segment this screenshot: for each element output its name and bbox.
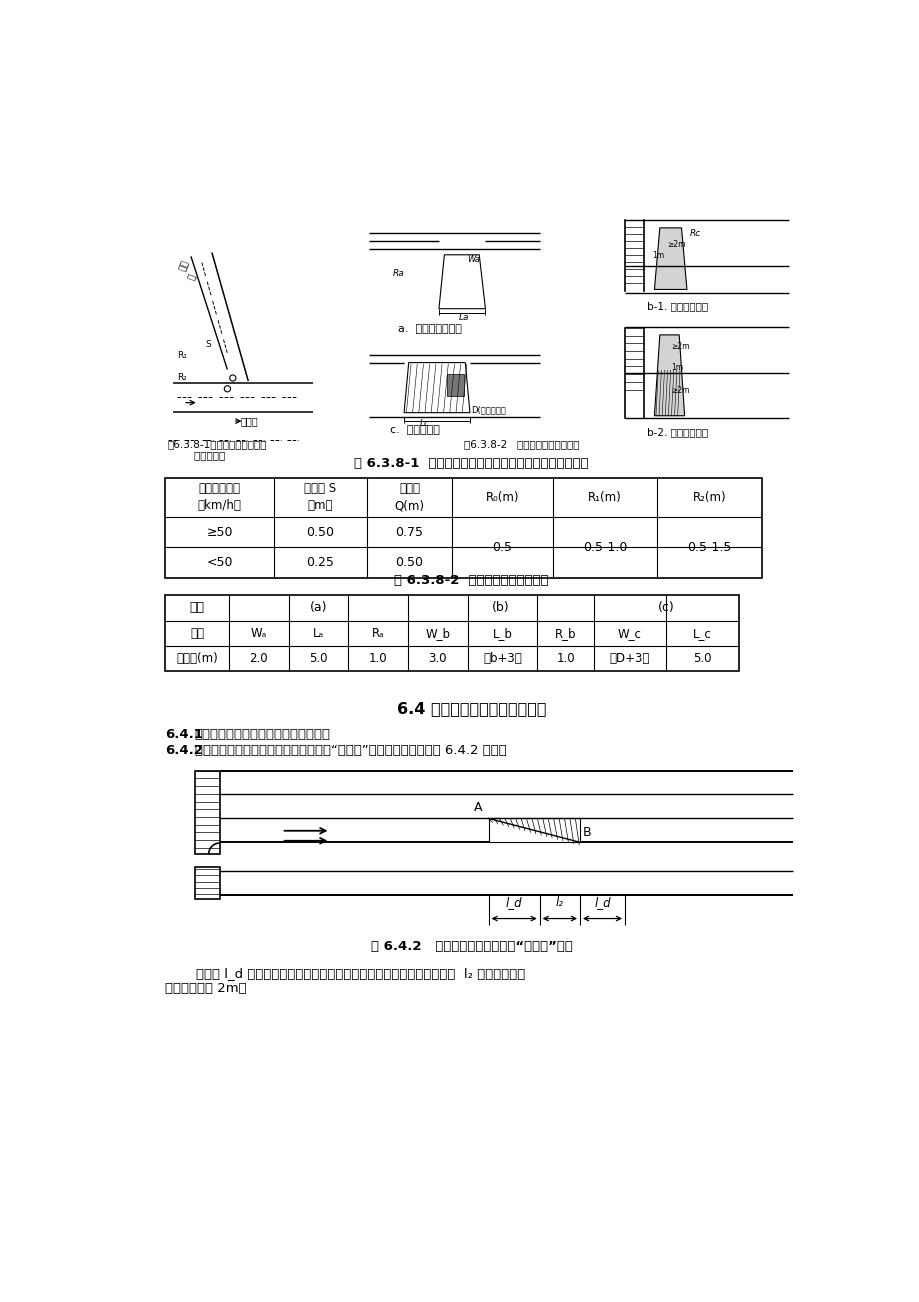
Text: l_d: l_d	[594, 896, 610, 909]
Text: 最小値(m): 最小値(m)	[176, 652, 218, 665]
Text: (a): (a)	[310, 602, 327, 615]
Text: Ra: Ra	[392, 268, 403, 277]
Text: 偏移距 S
（m）: 偏移距 S （m）	[304, 482, 336, 513]
Bar	[447, 374, 463, 396]
Polygon shape	[403, 362, 470, 413]
Text: 1m: 1m	[671, 363, 683, 372]
Text: Lₐ: Lₐ	[312, 626, 323, 639]
Text: ≥2m: ≥2m	[671, 387, 689, 396]
Text: 设计行车速度
（km/h）: 设计行车速度 （km/h）	[198, 482, 242, 513]
Text: (b): (b)	[492, 602, 509, 615]
Text: 0.5: 0.5	[492, 540, 512, 553]
Text: 0.50: 0.50	[395, 556, 423, 569]
Text: R₀(m): R₀(m)	[485, 491, 518, 504]
Text: S: S	[205, 340, 210, 349]
Text: 5.0: 5.0	[692, 652, 711, 665]
Text: Wₐ: Wₐ	[250, 626, 267, 639]
Text: 图中的 l_d 可按照拓宽条件下确定左右转车道的渐变段长度的方法确定  l₂ 视道路空间条: 图中的 l_d 可按照拓宽条件下确定左右转车道的渐变段长度的方法确定 l₂ 视道…	[196, 967, 525, 980]
Text: 交叉口范围内应设置必要的路面标线。: 交叉口范围内应设置必要的路面标线。	[195, 728, 331, 741]
Text: 0.5-1.5: 0.5-1.5	[686, 540, 732, 553]
Text: Wa: Wa	[467, 255, 480, 264]
Polygon shape	[653, 228, 686, 289]
Bar	[165, 595, 738, 672]
Text: ≥2m: ≥2m	[671, 341, 689, 350]
Text: ≥2m: ≥2m	[666, 240, 685, 249]
Text: 图示: 图示	[189, 602, 204, 615]
Text: W_c: W_c	[618, 626, 641, 639]
Text: 2.0: 2.0	[249, 652, 267, 665]
Text: La: La	[458, 314, 469, 323]
Text: 6.4 平面交叉口标线与标示设计: 6.4 平面交叉口标线与标示设计	[396, 700, 546, 716]
Text: A: A	[473, 801, 482, 814]
Text: 图6.3.8-2   导流交通岛各部分要素: 图6.3.8-2 导流交通岛各部分要素	[463, 439, 579, 449]
Text: （b+3）: （b+3）	[482, 652, 521, 665]
Text: 内移距
Q(m): 内移距 Q(m)	[394, 482, 424, 513]
Text: R₂: R₂	[176, 372, 187, 381]
Text: a.  只分隔交通流时: a. 只分隔交通流时	[397, 324, 461, 333]
Text: 当进口道横断面中心线偏移时，应采用“过渡区”标线加以渠化，如图 6.4.2 所示。: 当进口道横断面中心线偏移时，应采用“过渡区”标线加以渠化，如图 6.4.2 所示…	[195, 743, 506, 756]
Text: Rₐ: Rₐ	[371, 626, 384, 639]
Text: Rc: Rc	[689, 229, 700, 237]
Text: 部曲线半径: 部曲线半径	[167, 450, 225, 460]
Bar	[165, 478, 761, 578]
Text: R₂(m): R₂(m)	[692, 491, 726, 504]
Text: l_d: l_d	[505, 896, 522, 909]
Text: 主干路: 主干路	[240, 417, 258, 426]
Text: 表 6.3.8-2  导流岛各要素的最小値: 表 6.3.8-2 导流岛各要素的最小値	[393, 574, 549, 587]
Text: 5.0: 5.0	[309, 652, 327, 665]
Polygon shape	[438, 255, 485, 309]
Text: 图 6.4.2   进口道中心线偏移时的“过渡区”标线: 图 6.4.2 进口道中心线偏移时的“过渡区”标线	[370, 940, 572, 953]
Text: R₁(m): R₁(m)	[587, 491, 621, 504]
Text: 1.0: 1.0	[556, 652, 574, 665]
Text: b-2. 兼作安全岛时: b-2. 兼作安全岛时	[646, 427, 707, 437]
Text: 0.25: 0.25	[306, 556, 334, 569]
Text: 0.5-1.0: 0.5-1.0	[583, 540, 627, 553]
Text: 6.4.1: 6.4.1	[165, 728, 203, 741]
Text: L_c: L_c	[692, 626, 711, 639]
Text: R₁: R₁	[176, 352, 187, 359]
Text: 图6.3.8-1偏移距、内移距及端: 图6.3.8-1偏移距、内移距及端	[167, 439, 267, 449]
Text: 0.75: 0.75	[395, 526, 423, 539]
Text: 6.4.2: 6.4.2	[165, 743, 203, 756]
Text: <50: <50	[206, 556, 233, 569]
Text: （D+3）: （D+3）	[609, 652, 650, 665]
Text: 0.50: 0.50	[306, 526, 334, 539]
Text: B: B	[582, 827, 590, 840]
Bar	[195, 771, 220, 854]
Text: W_b: W_b	[425, 626, 449, 639]
Text: 1m: 1m	[652, 251, 664, 260]
Bar	[195, 867, 220, 900]
Text: 3.0: 3.0	[428, 652, 447, 665]
Text: l₂: l₂	[555, 896, 563, 909]
Text: (c): (c)	[657, 602, 674, 615]
Text: D(设施宽度）: D(设施宽度）	[471, 405, 505, 414]
Text: c.  设置设施时: c. 设置设施时	[390, 426, 439, 435]
Text: 件，不应小于 2m。: 件，不应小于 2m。	[165, 983, 246, 996]
Text: 表 6.3.8-1  导流岛偏移距、内移距、端部曲线半径最小値: 表 6.3.8-1 导流岛偏移距、内移距、端部曲线半径最小値	[354, 457, 588, 470]
Polygon shape	[653, 335, 684, 415]
Text: 路: 路	[187, 273, 198, 281]
Text: Lc: Lc	[419, 419, 429, 428]
Text: 次干: 次干	[178, 259, 190, 272]
Text: 要素: 要素	[190, 626, 204, 639]
Text: ≥50: ≥50	[206, 526, 233, 539]
Text: 1.0: 1.0	[369, 652, 387, 665]
Text: R_b: R_b	[554, 626, 576, 639]
Text: L_b: L_b	[492, 626, 512, 639]
Text: b-1. 兼作安全岛时: b-1. 兼作安全岛时	[646, 301, 707, 311]
